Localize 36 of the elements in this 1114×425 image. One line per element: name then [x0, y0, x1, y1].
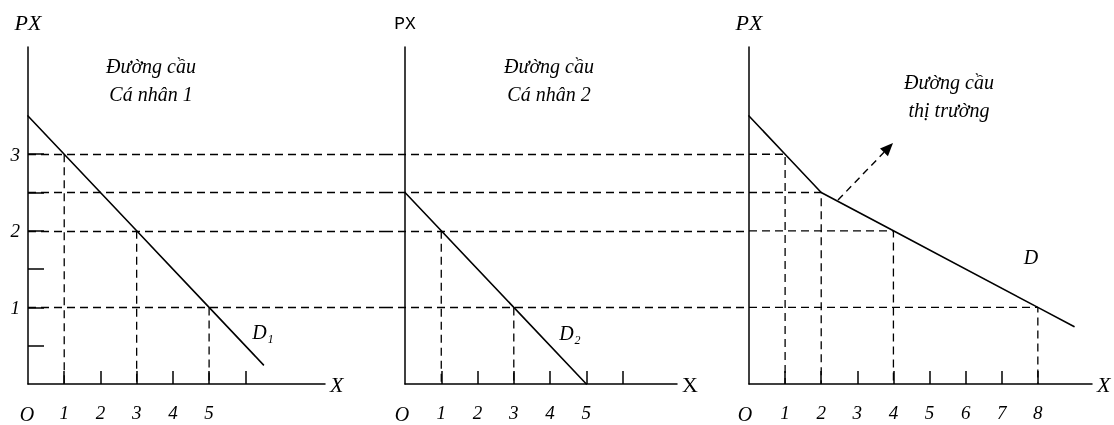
text: Đường cầu thị trường	[903, 71, 994, 122]
x-tick-label: 1	[59, 402, 69, 423]
x-tick-label: 3	[851, 402, 863, 423]
text: Đường cầu Cá nhân 1	[105, 55, 196, 105]
x-tick-label: 2	[472, 402, 483, 423]
y-axis-title: PX	[394, 14, 416, 34]
x-axis-title: X	[682, 371, 698, 397]
x-axis-title: X	[1096, 371, 1112, 397]
x-tick-label: 5	[581, 402, 592, 423]
y-axis-title: PX	[13, 9, 43, 35]
x-tick-label: 1	[436, 402, 447, 423]
x-tick-label: 6	[960, 402, 971, 423]
x-tick-label: 2	[95, 402, 106, 423]
annotation: D₁	[251, 321, 274, 343]
x-tick-label: 4	[168, 402, 179, 423]
y-tick-label: 1	[10, 296, 20, 318]
x-tick-label: 8	[1033, 402, 1044, 423]
y-axis-title: PX	[734, 9, 764, 35]
text: O	[19, 403, 35, 425]
x-axis-title: X	[329, 371, 345, 397]
x-tick-label: 3	[130, 402, 142, 423]
x-tick-label: 7	[996, 402, 1008, 423]
x-tick-label: 4	[888, 402, 899, 423]
annotation: D	[1022, 246, 1039, 268]
y-tick-label: 2	[10, 220, 21, 242]
x-tick-label: 3	[508, 402, 519, 423]
x-tick-label: 5	[204, 402, 214, 423]
x-tick-label: 5	[924, 402, 935, 423]
annotation: D₂	[558, 322, 581, 344]
x-tick-label: 2	[816, 402, 827, 423]
text: O	[737, 403, 753, 425]
y-tick-label: 3	[9, 143, 20, 165]
x-tick-label: 4	[545, 402, 556, 423]
text: Đường cầu Cá nhân 2	[503, 55, 594, 105]
text: O	[394, 403, 410, 425]
x-tick-label: 1	[780, 402, 790, 423]
